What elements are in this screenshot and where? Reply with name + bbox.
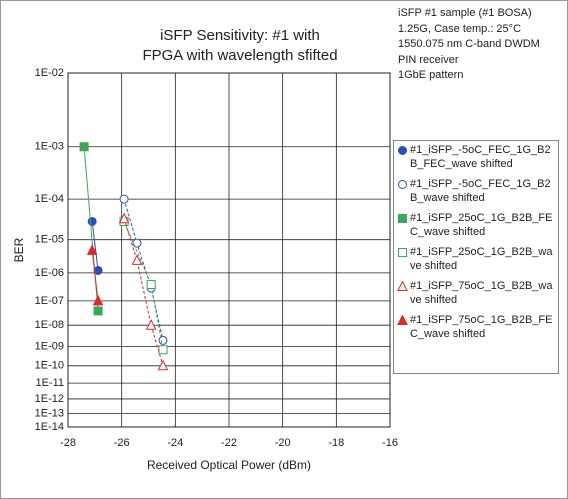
series-line <box>91 250 99 301</box>
y-tick-label: 1E-08 <box>35 319 64 331</box>
legend-item: #1_iSFP_75oC_1G_B2B_wave shifted <box>397 279 555 307</box>
x-axis-label: Received Optical Power (dBm) <box>147 458 311 472</box>
point <box>398 248 407 257</box>
y-tick-label: 1E-09 <box>35 341 64 353</box>
annotation-line: 1.25G, Case temp.: 25°C <box>398 22 522 35</box>
point <box>398 180 407 189</box>
legend-item: #1_iSFP_25oC_1G_B2B_wave shifted <box>397 245 555 273</box>
x-tick-label: -24 <box>167 437 183 449</box>
legend: #1_iSFP_-5oC_FEC_1G_B2B_FEC_wave shifted… <box>393 140 559 374</box>
y-axis-label: BER <box>12 237 26 262</box>
point <box>87 216 97 226</box>
y-tick-label: 1E-04 <box>35 193 64 205</box>
annotation: iSFP #1 sample (#1 BOSA) 1.25G, Case temp… <box>398 6 540 84</box>
point <box>132 238 142 248</box>
y-tick-label: 1E-03 <box>35 141 64 153</box>
x-tick-label: -16 <box>382 437 398 449</box>
x-tick-label: -22 <box>221 437 237 449</box>
point <box>131 254 143 265</box>
legend-label: #1_iSFP_75oC_1G_B2B_wave shifted <box>410 280 553 306</box>
y-tick-label: 1E-10 <box>35 360 64 372</box>
y-tick-label: 1E-07 <box>35 295 64 307</box>
legend-icon <box>398 248 407 257</box>
series-line <box>123 221 164 350</box>
point <box>145 319 157 330</box>
point <box>86 244 98 255</box>
y-tick-label: 1E-11 <box>35 377 64 389</box>
point <box>398 214 407 223</box>
y-tick-label: 1E-06 <box>35 267 64 279</box>
point <box>146 280 156 290</box>
legend-icon <box>398 146 407 155</box>
series-line <box>91 221 99 271</box>
legend-label: #1_iSFP_-5oC_FEC_1G_B2B_FEC_wave shifted <box>410 144 551 170</box>
legend-label: #1_iSFP_25oC_1G_B2B_FEC_wave shifted <box>410 212 553 238</box>
point <box>158 345 168 355</box>
y-tick-label: 1E-12 <box>35 393 64 405</box>
x-tick-label: -18 <box>328 437 344 449</box>
legend-icon <box>397 315 408 325</box>
point <box>157 359 169 371</box>
series-line <box>123 218 164 366</box>
legend-item: #1_iSFP_-5oC_FEC_1G_B2B_FEC_wave shifted <box>397 143 555 171</box>
legend-item: #1_iSFP_-5oC_FEC_1G_B2B_wave shifted <box>397 177 555 205</box>
annotation-line: PIN receiver <box>398 53 459 66</box>
legend-icon <box>397 281 408 291</box>
annotation-line: 1550.075 nm C-band DWDM <box>398 38 540 50</box>
x-tick-label: -28 <box>60 437 76 449</box>
legend-item: #1_iSFP_25oC_1G_B2B_FEC_wave shifted <box>397 211 555 239</box>
point <box>93 306 103 316</box>
legend-label: #1_iSFP_75oC_1G_B2B_FEC_wave shifted <box>410 314 553 340</box>
series-line <box>123 198 164 341</box>
legend-label: #1_iSFP_25oC_1G_B2B_wave shifted <box>410 246 553 272</box>
x-tick-label: -20 <box>275 437 291 449</box>
legend-icon <box>398 214 407 223</box>
legend-item: #1_iSFP_75oC_1G_B2B_FEC_wave shifted <box>397 313 555 341</box>
y-tick-label: 1E-05 <box>35 234 64 246</box>
chart-title: iSFP Sensitivity: #1 with FPGA with wave… <box>142 27 338 64</box>
y-tick-label: 1E-13 <box>35 407 64 419</box>
x-tick-label: -26 <box>114 437 130 449</box>
point <box>79 142 89 152</box>
point <box>119 194 129 204</box>
point <box>397 315 408 325</box>
y-tick-label: 1E-14 <box>35 421 64 433</box>
point <box>118 212 130 224</box>
point <box>398 146 407 155</box>
legend-icon <box>398 180 407 189</box>
point <box>397 281 408 291</box>
annotation-line: iSFP #1 sample (#1 BOSA) <box>398 7 532 19</box>
legend-label: #1_iSFP_-5oC_FEC_1G_B2B_wave shifted <box>410 178 551 204</box>
point <box>158 335 168 345</box>
plot-border <box>67 72 391 428</box>
y-tick-label: 1E-02 <box>35 67 64 79</box>
annotation-line: 1GbE pattern <box>398 69 464 81</box>
point <box>92 294 104 306</box>
